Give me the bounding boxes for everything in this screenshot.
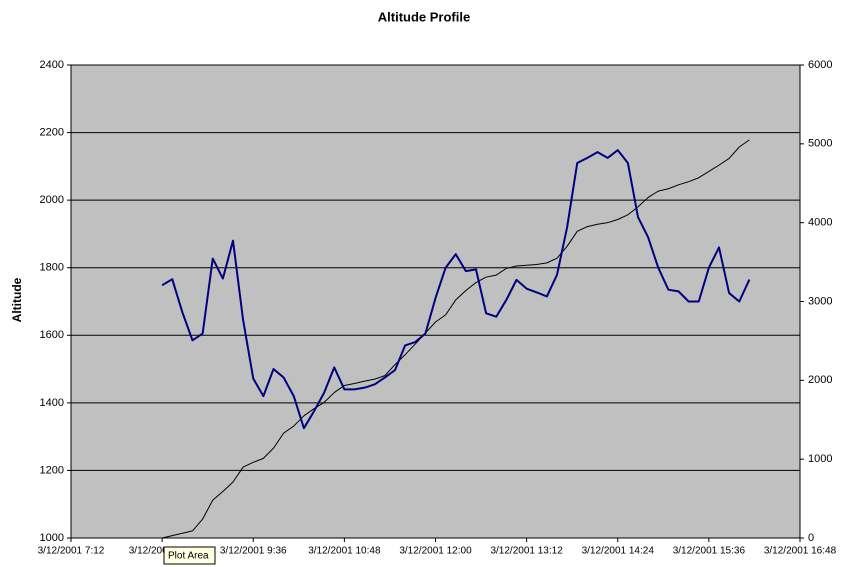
x-tick-label: 3/12/2001 13:12 [490, 546, 563, 557]
tooltip: Plot Area [168, 551, 209, 562]
y2-tick-label: 1000 [808, 453, 832, 465]
y2-tick-label: 5000 [808, 138, 832, 150]
x-tick-label: 3/12/2001 8:24 [129, 546, 196, 557]
x-tick-label: 3/12/2001 15:36 [673, 546, 746, 557]
y2-tick-label: 4000 [808, 217, 832, 229]
tooltip-box [163, 546, 216, 565]
y-tick-label: 2400 [40, 59, 64, 71]
y-tick-label: 1600 [40, 329, 64, 341]
x-tick-label: 3/12/2001 10:48 [308, 546, 381, 557]
y2-tick-label: 3000 [808, 295, 832, 307]
y-tick-label: 2200 [40, 126, 64, 138]
y2-tick-label: 2000 [808, 374, 832, 386]
series-line [162, 139, 750, 539]
x-tick-label: 3/12/2001 7:12 [38, 546, 105, 557]
x-tick-label: 3/12/2001 12:00 [399, 546, 472, 557]
x-tick-label: 3/12/2001 9:36 [220, 546, 287, 557]
series-line [161, 149, 751, 430]
y-tick-label: 2000 [40, 194, 64, 206]
chart-title: Altitude Profile [378, 9, 470, 24]
x-tick-label: 3/12/2001 14:24 [582, 546, 655, 557]
y2-tick-label: 6000 [808, 59, 832, 71]
y-tick-label: 1800 [40, 262, 64, 274]
y-tick-label: 1000 [40, 532, 64, 544]
x-tick-label: 3/12/2001 16:48 [764, 546, 837, 557]
y-axis-label: Altitude [10, 277, 24, 322]
y-tick-label: 1400 [40, 397, 64, 409]
chart-layer: 1000 1200 1400 1600 1800 2000 2200 2400 0 1000 200… [38, 59, 837, 557]
y-tick-label: 1200 [40, 464, 64, 476]
y2-tick-label: 0 [808, 532, 814, 544]
